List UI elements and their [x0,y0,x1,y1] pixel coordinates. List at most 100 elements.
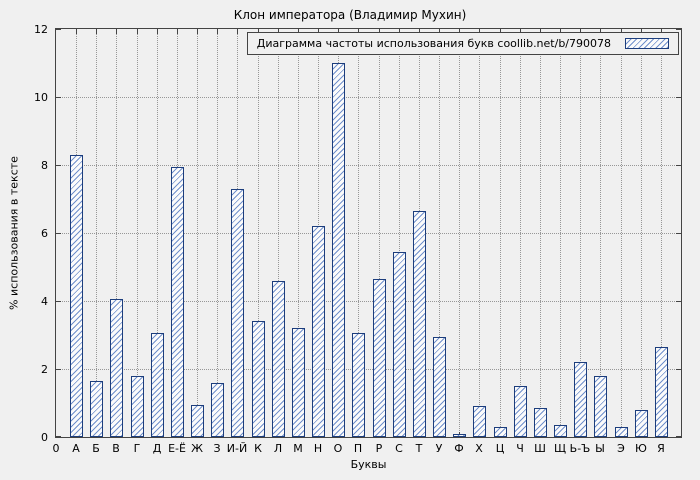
y-tick-label: 8 [41,159,48,172]
x-origin-label: 0 [52,442,60,455]
grid-line-vertical [500,29,501,437]
x-tick-label: Т [415,442,423,455]
x-tick-label: Ы [595,442,605,455]
bar [131,376,144,437]
grid-line-horizontal [56,165,681,166]
y-tick-mark [676,436,681,437]
x-tick-label: Р [375,442,383,455]
x-tick-label: Ф [454,442,464,455]
grid-line-vertical [258,29,259,437]
grid-line-horizontal [56,369,681,370]
chart-title: Клон императора (Владимир Мухин) [233,8,467,22]
bar [252,321,265,437]
y-tick-mark [56,369,61,370]
bar [211,383,224,437]
y-axis-label: % использования в тексте [7,156,21,310]
bar [453,434,466,437]
x-tick-mark [419,29,420,34]
x-tick-label: Х [475,442,483,455]
grid-line-vertical [661,29,662,437]
x-tick-label: Б [92,442,100,455]
grid-line-vertical [278,29,279,437]
x-tick-mark [600,29,601,34]
legend-swatch [625,38,669,49]
x-tick-mark [641,29,642,34]
y-tick-label: 10 [34,91,48,104]
x-tick-label: К [254,442,262,455]
grid-line-vertical [157,29,158,437]
legend: Диаграмма частоты использования букв coo… [246,32,679,55]
x-tick-mark [177,29,178,34]
grid-line-vertical [379,29,380,437]
x-tick-mark [439,29,440,34]
bar [312,226,325,437]
grid-line-vertical [298,29,299,437]
bar [292,328,305,437]
x-tick-label: П [353,442,363,455]
y-tick-mark [56,29,61,30]
grid-line-vertical [580,29,581,437]
x-tick-label: Е-Ё [168,442,186,455]
x-tick-mark [621,29,622,34]
x-tick-label: З [213,442,221,455]
bar [615,427,628,437]
bar [655,347,668,437]
x-tick-mark [560,29,561,34]
x-tick-label: А [72,442,80,455]
bar [554,425,567,437]
bar [534,408,547,437]
y-tick-label: 6 [41,227,48,240]
x-tick-label: Ь-Ъ [569,442,591,455]
x-tick-mark [379,29,380,34]
bar [594,376,607,437]
x-axis-label: Буквы [350,458,387,471]
bar [393,252,406,437]
x-tick-label: Г [133,442,141,455]
bar [90,381,103,437]
grid-line-vertical [560,29,561,437]
grid-line-vertical [621,29,622,437]
y-tick-label: 4 [41,295,48,308]
grid-line-vertical [600,29,601,437]
grid-line-vertical [479,29,480,437]
grid-line-vertical [116,29,117,437]
x-tick-label: И-Й [226,442,248,455]
x-tick-mark [399,29,400,34]
grid-line-vertical [217,29,218,437]
x-tick-label: Э [617,442,625,455]
x-tick-mark [278,29,279,34]
bar [70,155,83,437]
y-tick-mark [676,97,681,98]
y-tick-mark [56,436,61,437]
x-tick-mark [520,29,521,34]
x-tick-label: Л [273,442,283,455]
x-tick-mark [318,29,319,34]
x-tick-mark [338,29,339,34]
bar [413,211,426,437]
y-tick-mark [676,165,681,166]
x-tick-mark [459,29,460,34]
x-tick-mark [500,29,501,34]
bar [151,333,164,437]
grid-line-vertical [197,29,198,437]
grid-line-vertical [96,29,97,437]
bar [191,405,204,437]
y-tick-mark [56,301,61,302]
bar [332,63,345,437]
bar [231,189,244,437]
grid-line-vertical [641,29,642,437]
x-tick-label: Ц [495,442,505,455]
grid-line-horizontal [56,233,681,234]
x-tick-label: Щ [553,442,567,455]
x-tick-label: М [293,442,303,455]
x-tick-label: У [435,442,443,455]
grid-line-horizontal [56,301,681,302]
x-tick-mark [217,29,218,34]
x-tick-mark [540,29,541,34]
x-tick-mark [116,29,117,34]
x-tick-mark [96,29,97,34]
x-tick-label: О [333,442,343,455]
y-tick-mark [676,29,681,30]
grid-line-horizontal [56,97,681,98]
